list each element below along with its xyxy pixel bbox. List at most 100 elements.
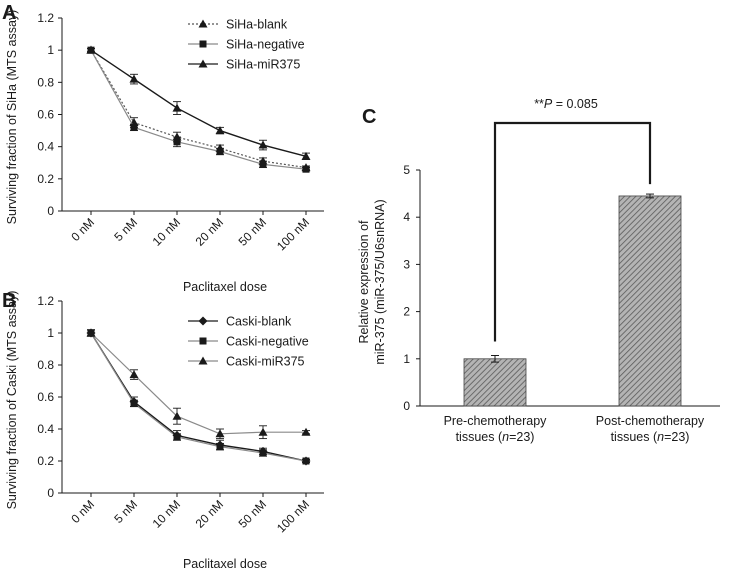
chartB-xtick-1: 5 nM <box>111 497 140 526</box>
chartA-legend-marker-0 <box>198 19 208 28</box>
chart-c-category-1-line-2: tissues (n=23) <box>611 430 690 444</box>
chartB-ytick-3: 0.6 <box>37 390 54 404</box>
chartB-ytick-5: 1 <box>47 326 54 340</box>
chartB-legend-marker-2 <box>198 356 208 365</box>
chart-a-xlabel: Paclitaxel dose <box>183 280 267 294</box>
panel-label-c: C <box>362 106 376 128</box>
chartA-point-2-3 <box>215 126 225 135</box>
chartA-legend-label-1: SiHa-negative <box>226 38 305 52</box>
chartA-point-2-4 <box>258 140 268 149</box>
chartB-series-line-1 <box>90 332 307 462</box>
chart-b-xlabel: Paclitaxel dose <box>183 557 267 571</box>
chartA-series-line-1 <box>90 49 307 170</box>
chartA-ytick-4: 0.8 <box>37 75 54 89</box>
chartB-ytick-1: 0.2 <box>37 454 54 468</box>
chart-c-category-0-line-2-n: n <box>502 430 509 444</box>
chart-c-significance-p: P <box>544 97 553 111</box>
chart-c-category-1-line-2-n: n <box>657 430 664 444</box>
chartA-point-1-4 <box>259 160 267 168</box>
chartB-legend-label-0: Caski-blank <box>226 315 292 329</box>
chartB-ytick-2: 0.4 <box>37 422 54 436</box>
chartB-point-2-0 <box>86 328 96 337</box>
chartA-point-1-2 <box>173 138 181 146</box>
chart-c-category-1-line-2-b: =23) <box>664 430 689 444</box>
chart-a: 0 0.2 0.4 0.6 0.8 1 1.2 0 nM 5 nM 10 nM 20 nM 50 nM… <box>5 10 324 294</box>
chart-c-significance-bracket <box>493 121 652 342</box>
chartB-xtick-3: 20 nM <box>193 497 226 530</box>
chartA-series-line-2 <box>90 49 307 157</box>
chartB-series-line-2 <box>90 332 306 435</box>
chart-c-significance-value: = 0.085 <box>552 97 598 111</box>
chart-c-bar-1 <box>618 195 682 407</box>
chart-b: 0 0.2 0.4 0.6 0.8 1 1.2 0 nM 5 nM 10 nM 20 nM 50 nM… <box>5 291 324 571</box>
chartB-legend-marker-1 <box>199 337 207 345</box>
chart-c-ytick-4: 4 <box>403 210 410 224</box>
chartA-point-2-1 <box>129 74 139 83</box>
chartB-point-2-2 <box>172 411 182 420</box>
chartA-xtick-5: 100 nM <box>274 215 312 253</box>
chart-c-ytick-1: 1 <box>403 352 410 366</box>
panel-label-b: B <box>2 290 16 312</box>
chart-c-significance-stars: ** <box>534 97 544 111</box>
chartA-xtick-1: 5 nM <box>111 215 140 244</box>
chartB-ytick-0: 0 <box>47 486 54 500</box>
chartB-xtick-5: 100 nM <box>274 497 312 535</box>
chartA-ytick-5: 1 <box>47 43 54 57</box>
chartA-point-1-5 <box>302 165 310 173</box>
chartA-ytick-6: 1.2 <box>37 11 54 25</box>
chartB-ytick-6: 1.2 <box>37 294 54 308</box>
chart-c-ylabel-line-2: miR-375 (miR-375/U6snRNA) <box>373 199 387 364</box>
chart-c-category-1-line-1: Post-chemotherapy <box>596 414 705 428</box>
chart-c-ytick-0: 0 <box>403 399 410 413</box>
chartB-point-1-1 <box>130 399 138 407</box>
chartA-ytick-1: 0.2 <box>37 172 54 186</box>
chartB-legend-label-2: Caski-miR375 <box>226 355 305 369</box>
chartA-legend-label-2: SiHa-miR375 <box>226 58 300 72</box>
chartA-ytick-3: 0.6 <box>37 108 54 122</box>
chartB-point-1-2 <box>173 433 181 441</box>
chartB-legend-label-1: Caski-negative <box>226 335 309 349</box>
chartB-xtick-2: 10 nM <box>150 497 183 530</box>
chart-a-ylabel: Surviving fraction of SiHa (MTS assay) <box>5 10 19 225</box>
chartA-point-2-2 <box>172 103 182 112</box>
chart-c-category-0-line-2: tissues (n=23) <box>456 430 535 444</box>
chartB-point-1-4 <box>259 449 267 457</box>
chartA-point-1-3 <box>216 147 224 155</box>
chartB-point-1-5 <box>302 457 310 465</box>
chart-c-category-0-line-2-b: =23) <box>509 430 534 444</box>
chartB-point-2-5 <box>301 427 311 436</box>
chartA-xtick-2: 10 nM <box>150 215 183 248</box>
chart-c-category-0-line-1: Pre-chemotherapy <box>444 414 548 428</box>
chart-c-ylabel-line-1: Relative expression of <box>357 220 371 344</box>
chartA-xtick-3: 20 nM <box>193 215 226 248</box>
chartB-point-2-1 <box>129 370 139 379</box>
chartA-point-2-0 <box>86 45 96 54</box>
chartB-point-2-4 <box>258 427 268 436</box>
chartA-ytick-2: 0.4 <box>37 140 54 154</box>
chartB-legend-marker-0 <box>198 316 208 326</box>
chart-c-category-1-line-2-a: tissues ( <box>611 430 658 444</box>
chartB-xtick-0: 0 nM <box>68 497 97 526</box>
chartA-legend-label-0: SiHa-blank <box>226 18 288 32</box>
chartA-xtick-4: 50 nM <box>236 215 269 248</box>
chart-b-ylabel: Surviving fraction of Caski (MTS assay) <box>5 291 19 510</box>
panel-label-a: A <box>2 2 16 24</box>
chart-c-category-0-line-2-a: tissues ( <box>456 430 503 444</box>
chartB-series-line-0 <box>90 332 307 462</box>
chartA-xtick-0: 0 nM <box>68 215 97 244</box>
chart-c-ytick-3: 3 <box>403 257 410 271</box>
chartB-point-2-3 <box>215 429 225 438</box>
chartA-legend-marker-1 <box>199 40 207 48</box>
chart-c-ytick-2: 2 <box>403 305 410 319</box>
chartB-point-1-3 <box>216 443 224 451</box>
chartA-legend-marker-2 <box>198 59 208 68</box>
chart-c-significance-label: **P = 0.085 <box>534 97 598 111</box>
chart-c-ytick-5: 5 <box>403 163 410 177</box>
chartB-xtick-4: 50 nM <box>236 497 269 530</box>
chartA-point-2-5 <box>301 151 311 160</box>
chart-c-bar-0 <box>463 358 527 407</box>
chartA-point-1-1 <box>130 123 138 131</box>
chartB-ytick-4: 0.8 <box>37 358 54 372</box>
